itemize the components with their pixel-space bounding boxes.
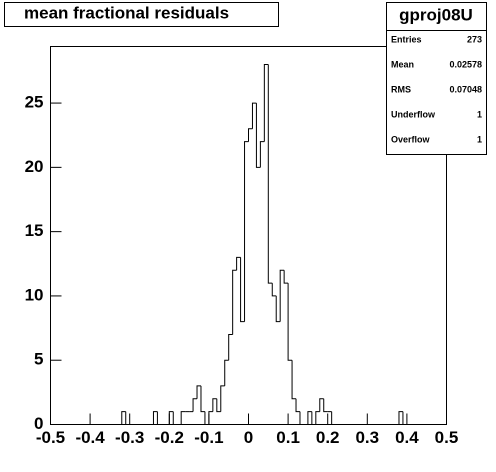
histogram-bin — [279, 269, 285, 322]
histogram-bin — [323, 398, 328, 413]
stats-label: Overflow — [391, 134, 431, 144]
y-tick-label: 20 — [25, 157, 44, 176]
histogram-bin — [240, 257, 245, 323]
x-tick-label: 0.1 — [276, 428, 300, 447]
histogram-bin — [244, 141, 249, 322]
histogram-bin — [156, 411, 162, 425]
histogram-bin — [263, 64, 269, 142]
histogram-bin — [398, 411, 403, 425]
histogram-bin — [216, 398, 221, 413]
x-tick-label: 0.5 — [435, 428, 459, 447]
histogram-bin — [172, 411, 178, 425]
stats-title: gproj08U — [399, 5, 473, 24]
title-box — [4, 2, 279, 27]
histogram-bin — [267, 64, 273, 284]
histogram-bin — [232, 269, 237, 335]
x-tick-label: -0.1 — [194, 428, 223, 447]
stats-value: 0.02578 — [449, 59, 482, 69]
x-tick-label: 0.3 — [355, 428, 379, 447]
histogram-bin — [196, 385, 201, 399]
stats-label: Entries — [391, 34, 422, 44]
histogram-bin — [236, 256, 241, 271]
stats-label: Underflow — [391, 109, 436, 119]
stats-value: 0.07048 — [449, 84, 482, 94]
histogram-bin — [295, 398, 300, 413]
x-tick-label: -0.5 — [36, 428, 65, 447]
y-tick-label: 5 — [34, 350, 43, 369]
histogram-bin — [319, 398, 324, 412]
histogram-bin — [331, 411, 336, 425]
histogram-bin — [251, 102, 257, 129]
x-tick-label: -0.4 — [75, 428, 105, 447]
histogram-bin — [275, 295, 281, 323]
histogram-bin — [220, 385, 225, 412]
histogram-bin — [121, 411, 126, 425]
histogram-bin — [402, 411, 407, 425]
stats-value: 1 — [477, 109, 482, 119]
y-tick-label: 15 — [25, 221, 44, 240]
y-tick-label: 10 — [25, 285, 44, 304]
x-tick-label: -0.2 — [155, 428, 184, 447]
stats-value: 273 — [467, 34, 482, 44]
histogram-bin — [125, 411, 130, 425]
x-tick-label: 0.2 — [316, 428, 340, 447]
histogram-bin — [180, 411, 186, 425]
chart-title: mean fractional residuals — [24, 3, 229, 22]
histogram-bin — [287, 283, 293, 361]
histogram-bin — [192, 398, 198, 412]
histogram-bin — [204, 411, 209, 425]
histogram-bin — [271, 283, 277, 297]
histogram-bin — [299, 411, 304, 425]
histogram-bin — [200, 385, 205, 413]
histogram-bin — [224, 359, 229, 386]
histogram-bin — [228, 334, 233, 361]
histogram-bin — [311, 411, 316, 425]
histogram-bin — [208, 411, 213, 425]
stats-value: 1 — [477, 134, 482, 144]
histogram-bin — [291, 360, 297, 400]
histogram-bin — [212, 398, 217, 412]
histogram-bin — [152, 411, 158, 425]
y-tick-label: 0 — [34, 414, 43, 433]
stats-label: Mean — [391, 59, 414, 69]
histogram-bin — [248, 128, 253, 142]
histogram-bin — [255, 103, 261, 168]
stats-box — [386, 2, 487, 155]
histogram-bin — [315, 411, 320, 425]
x-tick-label: 0 — [244, 428, 253, 447]
x-tick-label: -0.3 — [115, 428, 144, 447]
y-tick-label: 25 — [25, 93, 44, 112]
x-tick-label: 0.4 — [395, 428, 419, 447]
histogram-bin — [168, 411, 174, 425]
stats-label: RMS — [391, 84, 411, 94]
histogram-bin — [283, 270, 289, 284]
histogram-bin — [307, 411, 312, 425]
histogram-bin — [259, 141, 265, 168]
